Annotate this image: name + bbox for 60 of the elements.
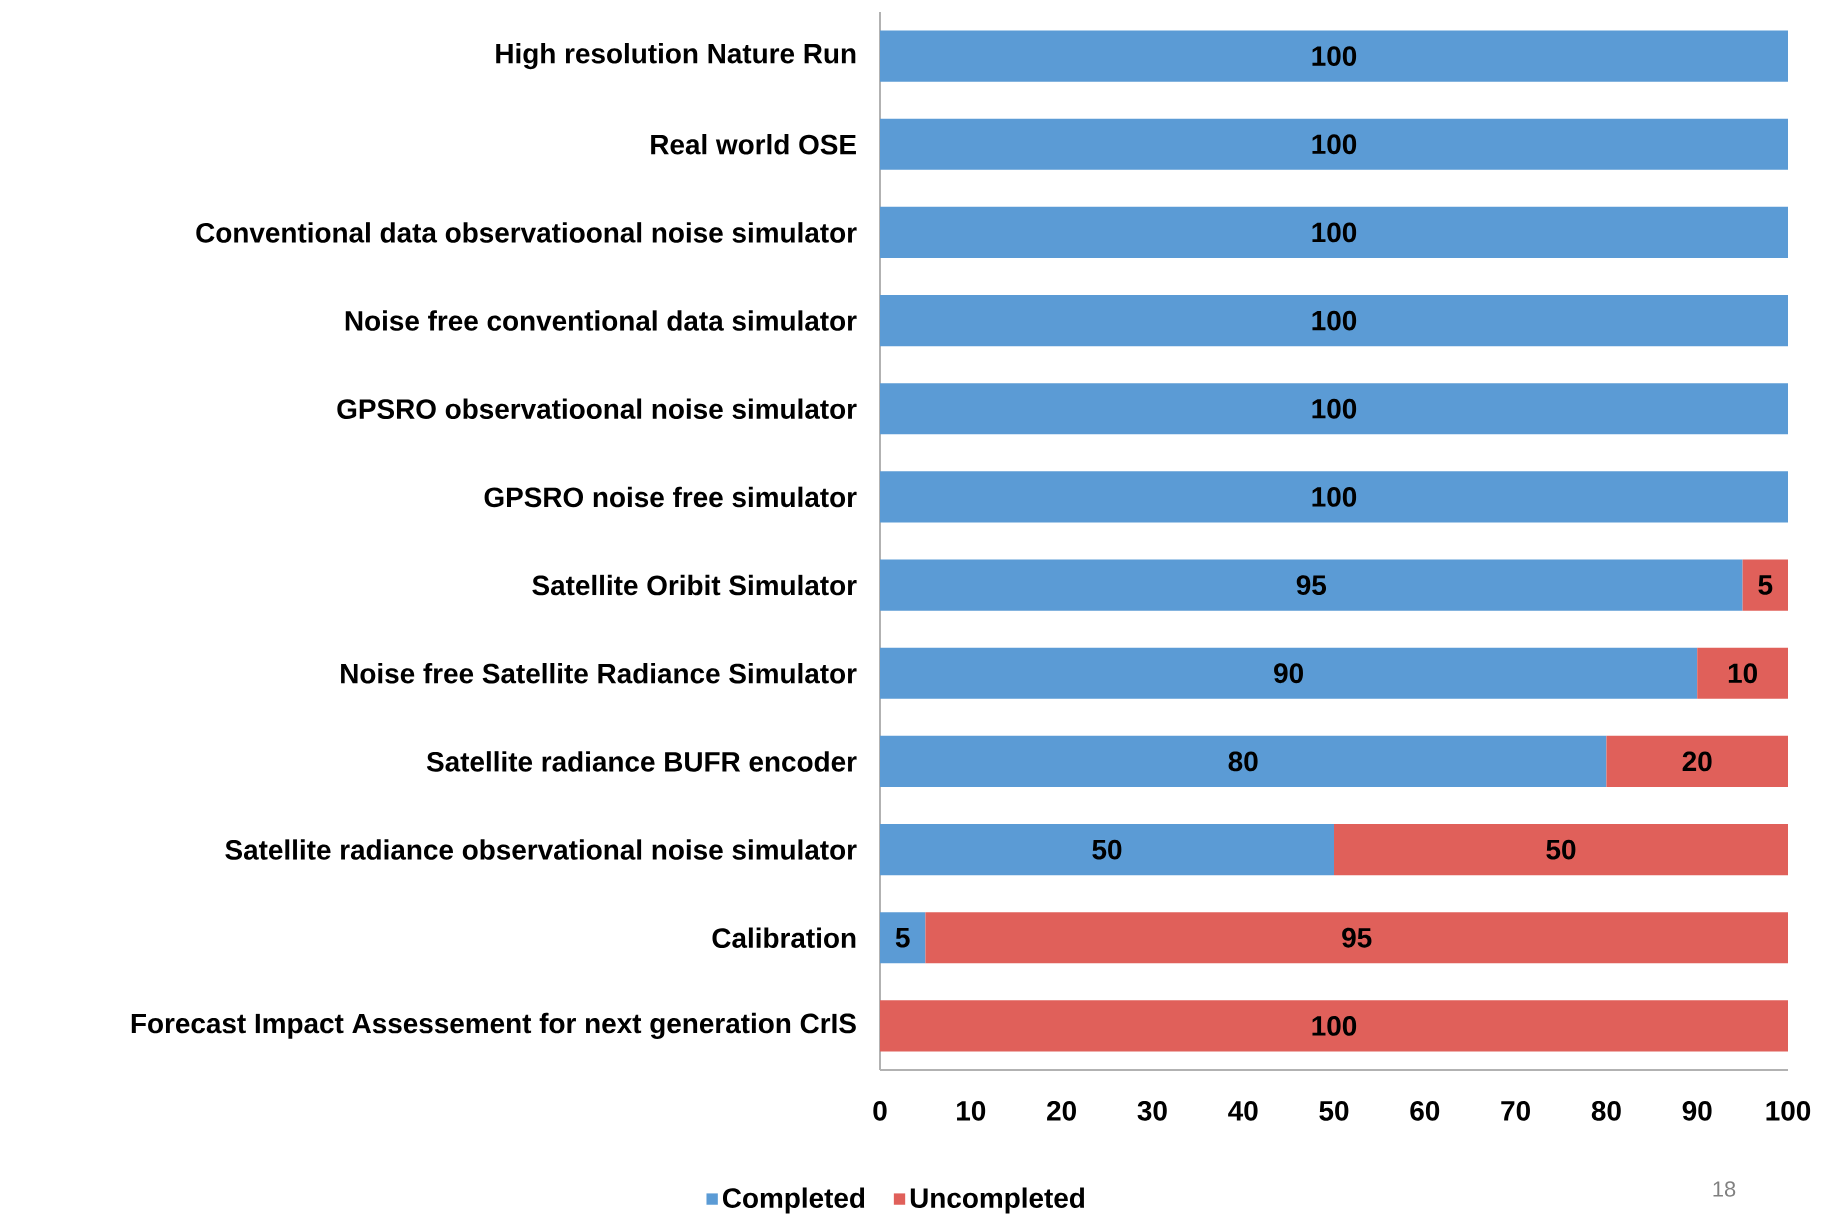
legend-label: Completed: [722, 1187, 865, 1214]
x-tick-label: 90: [1682, 1100, 1712, 1121]
x-tick-label: 0: [873, 1100, 887, 1121]
data-label: 100: [1312, 222, 1357, 243]
bar: [880, 471, 1789, 523]
bar: [880, 912, 926, 964]
x-tick-label: 50: [1319, 1100, 1349, 1121]
bar: [1697, 647, 1789, 699]
bar: [880, 1000, 1789, 1052]
data-label: 100: [1312, 46, 1357, 66]
bar: [880, 30, 1789, 82]
data-label: 95: [1342, 927, 1372, 948]
data-label: 100: [1312, 398, 1357, 419]
data-label: 20: [1682, 751, 1712, 772]
bar: [880, 735, 1607, 787]
data-label: 95: [1296, 575, 1327, 595]
bar: [880, 559, 1743, 611]
y-tick-label: GPSRO observatioonal noise simulator: [337, 398, 857, 419]
y-tick-label: Conventional data observatioonal noise simulator: [196, 222, 857, 243]
y-tick-label: Noise free Satellite Radiance Simulator: [341, 663, 857, 684]
y-tick-label: GPSRO noise free simulator: [484, 486, 857, 508]
data-label: 100: [1312, 310, 1357, 331]
y-tick-label: Noise free conventional data simulator: [345, 310, 857, 331]
data-label: 10: [1728, 663, 1757, 684]
bar: [880, 206, 1789, 258]
data-label: 90: [1274, 663, 1303, 684]
x-tick-label: 40: [1228, 1100, 1258, 1121]
y-tick-label: Forecast Impact Assessement for next generation CrIS: [131, 1012, 856, 1039]
data-label: 100: [1312, 487, 1357, 507]
data-label: 50: [1546, 839, 1576, 860]
data-label: 5: [895, 928, 910, 948]
y-tick-label: Satellite radiance BUFR encoder: [426, 751, 857, 772]
x-tick-label: 70: [1501, 1100, 1530, 1121]
x-tick-label: 60: [1410, 1100, 1440, 1121]
bar: [880, 295, 1789, 347]
data-label: 100: [1312, 1016, 1357, 1036]
y-tick-label: Satellite radiance observational noise simulator: [225, 839, 857, 860]
y-tick-label: Real world OSE: [651, 133, 856, 155]
data-label: 100: [1312, 134, 1357, 155]
x-tick-label: 100: [1766, 1100, 1811, 1121]
x-tick-label: 80: [1591, 1100, 1621, 1121]
bar: [880, 383, 1789, 435]
y-tick-label: High resolution Nature Run: [496, 43, 856, 70]
bar: [1742, 559, 1789, 611]
data-label: 80: [1228, 751, 1258, 772]
bar: [1334, 824, 1789, 876]
text: 18: [1713, 1181, 1736, 1197]
x-tick-label: 30: [1137, 1100, 1167, 1121]
data-label: 5: [1758, 575, 1773, 595]
bar: [880, 824, 1335, 876]
x-tick-label: 20: [1047, 1100, 1076, 1121]
data-label: 50: [1092, 839, 1122, 860]
bar: [925, 912, 1789, 964]
y-tick-label: Calibration: [712, 927, 856, 948]
bar: [1606, 735, 1789, 787]
y-tick-label: Satellite Oribit Simulator: [532, 574, 857, 596]
legend-label: Uncompleted: [910, 1187, 1085, 1214]
bar: [880, 118, 1789, 170]
x-tick-label: 10: [957, 1100, 986, 1121]
bar: [880, 647, 1698, 699]
